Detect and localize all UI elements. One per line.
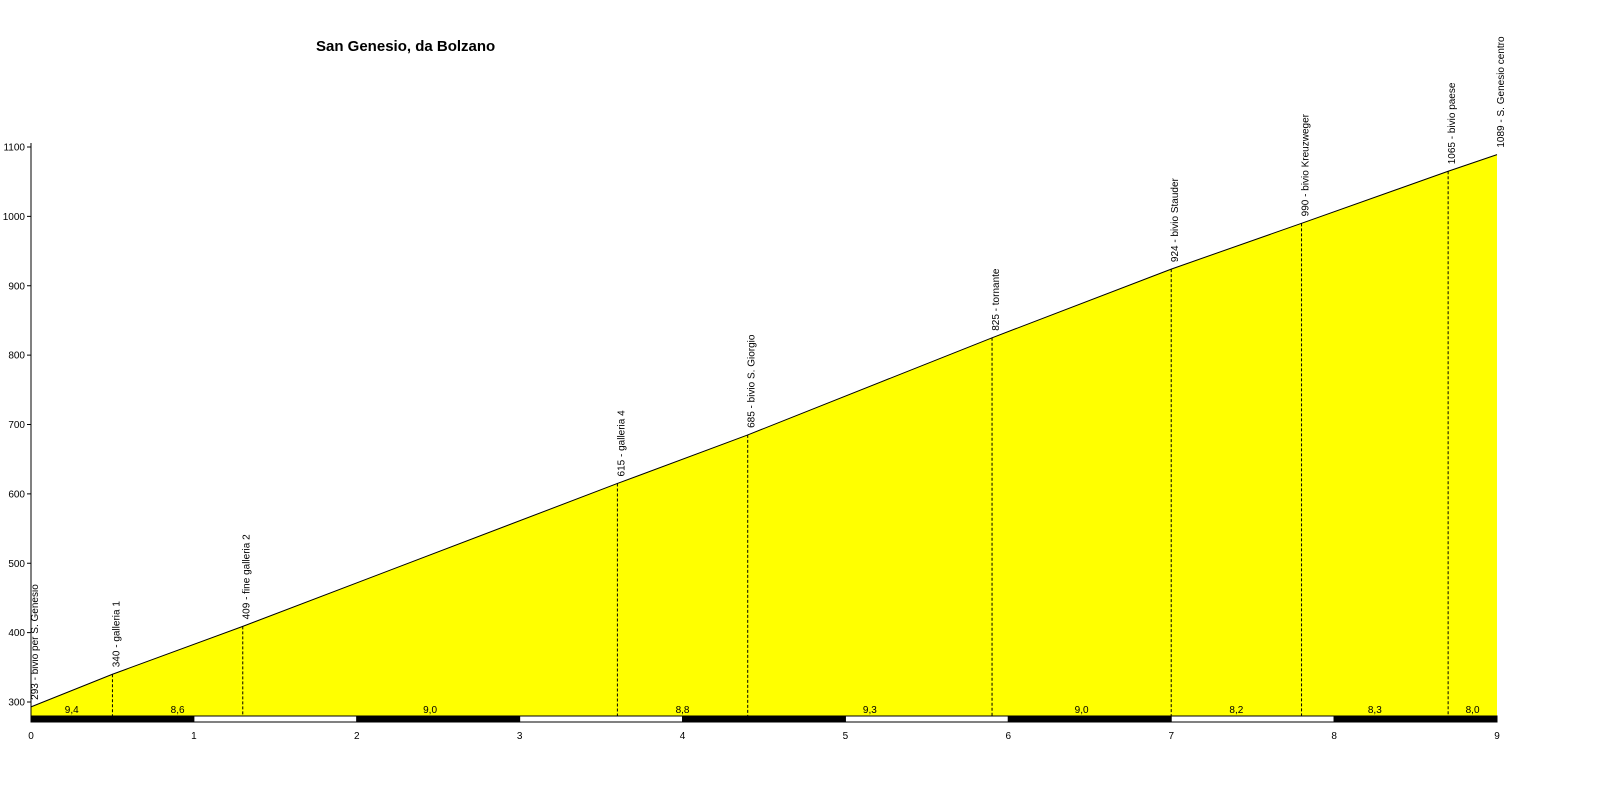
gradient-label: 9,0 xyxy=(423,705,437,716)
y-tick-label: 1100 xyxy=(3,143,25,154)
km-scale-bar-layer: 0 1 2 3 4 5 6 7 8 9 xyxy=(28,715,1500,742)
x-tick-label: 3 xyxy=(517,731,523,742)
x-tick-label: 2 xyxy=(354,731,360,742)
waypoint-label: 685 - bivio S. Giorgio xyxy=(747,334,758,428)
profile-area xyxy=(31,154,1497,717)
y-tick-label: 400 xyxy=(8,628,25,639)
km-bar-segment-white xyxy=(1170,715,1335,723)
waypoint-label: 615 - galleria 4 xyxy=(616,410,627,477)
waypoint-label: 990 - bivio Kreuzweger xyxy=(1301,113,1312,216)
km-bar-segment-black xyxy=(1333,715,1498,723)
waypoint-label: 1065 - bivio paese xyxy=(1447,82,1458,164)
y-tick-label: 700 xyxy=(8,420,25,431)
gradient-label: 8,6 xyxy=(171,705,185,716)
km-bar-segment-black xyxy=(1007,715,1172,723)
waypoint-label: 409 - fine galleria 2 xyxy=(242,534,253,619)
gradient-label: 9,3 xyxy=(863,705,877,716)
x-tick-label: 8 xyxy=(1331,731,1337,742)
km-bar-segment-black xyxy=(682,715,846,723)
waypoint-label: 1089 - S. Genesio centro xyxy=(1496,36,1507,148)
x-tick-label: 1 xyxy=(191,731,197,742)
waypoint-label: 340 - galleria 1 xyxy=(111,601,122,668)
y-tick-label: 1000 xyxy=(3,212,26,223)
gradient-label: 9,4 xyxy=(65,705,79,716)
chart-title: San Genesio, da Bolzano xyxy=(316,38,496,55)
x-tick-label: 0 xyxy=(28,731,34,742)
y-tick-label: 600 xyxy=(8,489,25,500)
waypoint-label-layer: 293 - bivio per S. Genesio 340 - galleria… xyxy=(30,36,1507,700)
gradient-label: 8,3 xyxy=(1368,705,1382,716)
y-tick-label: 800 xyxy=(8,351,25,362)
x-tick-label: 9 xyxy=(1494,731,1500,742)
x-tick-label: 7 xyxy=(1168,731,1174,742)
km-bar-segment-black xyxy=(30,715,195,723)
axis-layer: 300 400 500 600 700 800 900 1000 1100 xyxy=(3,143,32,716)
km-bar-segment-white xyxy=(519,715,684,723)
profile-area-layer xyxy=(30,154,1498,717)
waypoint-label: 825 - tornante xyxy=(991,268,1002,331)
y-tick-label: 900 xyxy=(8,281,25,292)
gradient-label-layer: 9,4 8,6 9,0 8,8 9,3 9,0 8,2 8,3 8,0 xyxy=(65,705,1480,716)
km-bar-segment-white xyxy=(844,715,1009,723)
x-tick-label: 4 xyxy=(680,731,686,742)
km-bar-segment-black xyxy=(356,715,521,723)
y-tick-label: 500 xyxy=(8,559,25,570)
gradient-label: 8,8 xyxy=(676,705,690,716)
gradient-label: 9,0 xyxy=(1075,705,1089,716)
waypoint-marker-layer xyxy=(111,171,1449,716)
x-tick-label: 6 xyxy=(1006,731,1012,742)
km-bar-segment-white xyxy=(193,715,358,723)
gradient-label: 8,0 xyxy=(1466,705,1480,716)
profile-line xyxy=(30,154,1498,708)
waypoint-label: 293 - bivio per S. Genesio xyxy=(30,584,41,700)
x-tick-label: 5 xyxy=(843,731,849,742)
waypoint-label: 924 - bivio Stauder xyxy=(1170,177,1181,262)
y-tick-label: 300 xyxy=(8,698,25,709)
gradient-label: 8,2 xyxy=(1229,705,1243,716)
